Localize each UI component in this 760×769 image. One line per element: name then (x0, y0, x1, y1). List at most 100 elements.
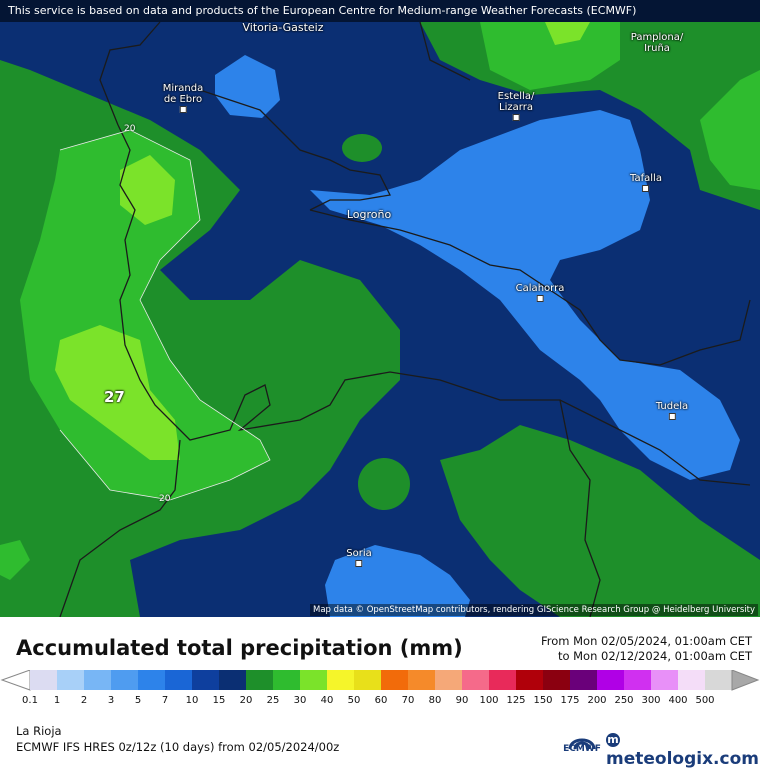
scale-cell (462, 670, 490, 690)
color-scale-cells (0, 670, 760, 691)
scale-cell (57, 670, 85, 690)
scale-tick-label: 200 (587, 695, 607, 706)
ecmwf-logo-icon (568, 738, 596, 750)
scale-cell (246, 670, 274, 690)
scale-tick-label: 250 (614, 695, 634, 706)
scale-cell (111, 670, 139, 690)
meteologix-icon: m (606, 733, 620, 747)
city-label: Miranda (162, 83, 204, 94)
scale-cell (570, 670, 598, 690)
scale-cell (489, 670, 517, 690)
city-label: Vitoria-Gasteiz (242, 21, 324, 34)
field-20-25mm-sw (0, 540, 30, 580)
scale-tick-label: 60 (374, 695, 388, 706)
scale-cell (678, 670, 706, 690)
city-pamplona[interactable]: Pamplona/ Iruña (631, 32, 684, 54)
scale-tick-label: 30 (293, 695, 307, 706)
scale-cell (543, 670, 571, 690)
city-label: de Ebro (163, 94, 203, 105)
meteologix-text: meteologix.com (606, 749, 759, 769)
scale-cell (624, 670, 652, 690)
scale-cell (138, 670, 166, 690)
color-scale-ticks: 0.1 1 2 3 5 7 10 15 20 25 30 40 50 60 70 80 90 100 125 150 1… (0, 695, 760, 709)
scale-cell (165, 670, 193, 690)
scale-cell (435, 670, 463, 690)
scale-tick-label: 5 (134, 695, 142, 706)
precipitation-field (0, 0, 760, 617)
city-label: Logroño (346, 208, 392, 221)
scale-tick-label: 25 (266, 695, 280, 706)
scale-tick-label: 175 (560, 695, 580, 706)
scale-cell (300, 670, 328, 690)
scale-tick-label: 150 (533, 695, 553, 706)
city-marker (642, 185, 650, 192)
city-tafalla[interactable]: Tafalla (630, 173, 662, 192)
city-label: Pamplona/ (630, 32, 684, 43)
scale-arrow-low (0, 670, 31, 691)
city-soria[interactable]: Soria (346, 548, 372, 567)
scale-tick-label: 100 (479, 695, 499, 706)
precipitation-map[interactable]: This service is based on data and produc… (0, 0, 760, 617)
scale-cell (597, 670, 625, 690)
city-marker (355, 560, 363, 567)
field-15-20mm-dot (342, 134, 382, 162)
scale-cell (408, 670, 436, 690)
scale-cell (219, 670, 247, 690)
scale-tick-label: 3 (107, 695, 115, 706)
scale-arrow-high (731, 670, 760, 691)
scale-tick-label: 125 (506, 695, 526, 706)
scale-tick-label: 7 (161, 695, 169, 706)
city-marker (668, 413, 676, 420)
meteologix-logo[interactable]: m meteologix.com (606, 729, 760, 769)
color-scale (0, 670, 760, 691)
scale-tick-label: 90 (455, 695, 469, 706)
city-label: Tafalla (630, 173, 662, 184)
scale-cell (354, 670, 382, 690)
scale-tick-label: 70 (401, 695, 415, 706)
city-tudela[interactable]: Tudela (656, 401, 688, 420)
field-25-30mm-c (545, 22, 590, 45)
scale-tick-label: 15 (212, 695, 226, 706)
map-attribution[interactable]: Map data © OpenStreetMap contributors, r… (310, 604, 758, 616)
city-estella[interactable]: Estella/ Lizarra (497, 91, 535, 121)
scale-tick-label: 10 (185, 695, 199, 706)
scale-cell (705, 670, 733, 690)
scale-cell (273, 670, 301, 690)
scale-cell (651, 670, 679, 690)
city-label: Soria (346, 548, 372, 559)
scale-tick-label: 2 (80, 695, 88, 706)
scale-tick-label: 1 (53, 695, 61, 706)
isoline-label: 20 (159, 494, 171, 504)
scale-cell (516, 670, 544, 690)
city-logrono[interactable]: Logroño (347, 209, 391, 220)
scale-tick-label: 400 (668, 695, 688, 706)
scale-cell (381, 670, 409, 690)
model-info: ECMWF IFS HRES 0z/12z (10 days) from 02/… (16, 740, 340, 754)
city-marker (179, 106, 187, 113)
city-label: Estella/ (497, 91, 535, 102)
city-marker (512, 114, 520, 121)
scale-tick-label: 0.1 (22, 695, 38, 706)
ecmwf-notice: This service is based on data and produc… (0, 0, 760, 22)
region-label: La Rioja (16, 724, 62, 738)
city-label: Lizarra (499, 102, 533, 113)
scale-cell (192, 670, 220, 690)
scale-cell (84, 670, 112, 690)
scale-cell (327, 670, 355, 690)
time-range-from: From Mon 02/05/2024, 01:00am CET (540, 634, 752, 648)
time-range-to: to Mon 02/12/2024, 01:00am CET (557, 649, 752, 663)
city-label: Calahorra (515, 283, 565, 294)
scale-tick-label: 500 (695, 695, 715, 706)
city-label: Tudela (655, 401, 689, 412)
city-vitoria-gasteiz[interactable]: Vitoria-Gasteiz (243, 22, 324, 33)
city-calahorra[interactable]: Calahorra (515, 283, 565, 302)
scale-tick-label: 80 (428, 695, 442, 706)
city-miranda-de-ebro[interactable]: Miranda de Ebro (163, 83, 203, 113)
scale-cell (30, 670, 58, 690)
max-value-label: 27 (104, 388, 125, 406)
field-15-20mm-small (358, 458, 410, 510)
isoline-label: 20 (124, 124, 136, 134)
field-20-25mm-north (480, 22, 620, 90)
scale-tick-label: 40 (320, 695, 334, 706)
ecmwf-logo-text: ECMWF (563, 744, 601, 754)
